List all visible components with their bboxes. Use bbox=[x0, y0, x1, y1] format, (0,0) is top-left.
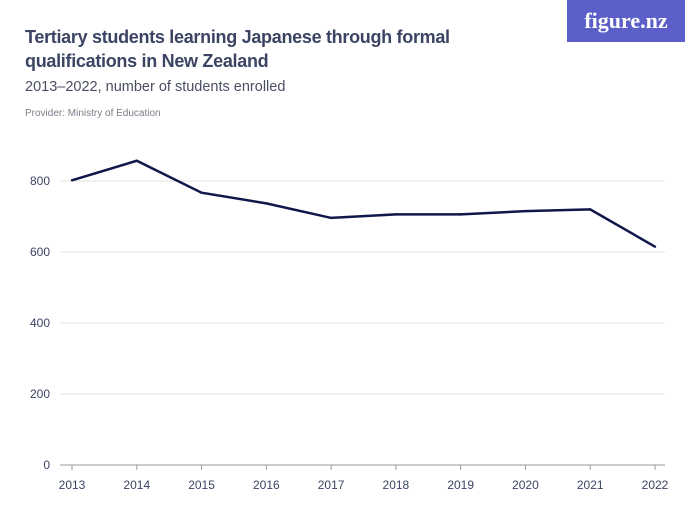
x-tick-label: 2017 bbox=[318, 478, 345, 492]
data-point bbox=[394, 213, 398, 216]
data-point bbox=[265, 202, 268, 205]
series-line bbox=[71, 159, 656, 248]
y-tick-label: 400 bbox=[30, 316, 50, 330]
x-tick-label: 2018 bbox=[383, 478, 410, 492]
x-tick-label: 2020 bbox=[512, 478, 539, 492]
x-tick-label: 2015 bbox=[188, 478, 215, 492]
data-point bbox=[589, 208, 592, 211]
data-point bbox=[653, 245, 657, 248]
y-tick-label: 600 bbox=[30, 245, 50, 259]
x-tick-label: 2013 bbox=[59, 478, 86, 492]
y-tick-label: 200 bbox=[30, 387, 50, 401]
data-point bbox=[524, 209, 527, 213]
figure-nz-logo[interactable]: figure.nz bbox=[567, 0, 685, 42]
chart-title: Tertiary students learning Japanese thro… bbox=[25, 27, 450, 71]
x-tick-label: 2022 bbox=[642, 478, 669, 492]
y-tick-label: 0 bbox=[43, 458, 50, 472]
chart-provider: Provider: Ministry of Education bbox=[25, 108, 161, 119]
x-tick-label: 2019 bbox=[447, 478, 474, 492]
data-point bbox=[329, 216, 333, 220]
data-point bbox=[70, 179, 74, 182]
data-point bbox=[459, 213, 462, 216]
x-tick-label: 2014 bbox=[123, 478, 150, 492]
x-tick-label: 2016 bbox=[253, 478, 280, 492]
x-tick-label: 2021 bbox=[577, 478, 604, 492]
data-point bbox=[135, 159, 138, 162]
y-tick-label: 800 bbox=[30, 174, 50, 188]
chart-subtitle: 2013–2022, number of students enrolled bbox=[25, 79, 286, 95]
data-point bbox=[200, 191, 203, 194]
